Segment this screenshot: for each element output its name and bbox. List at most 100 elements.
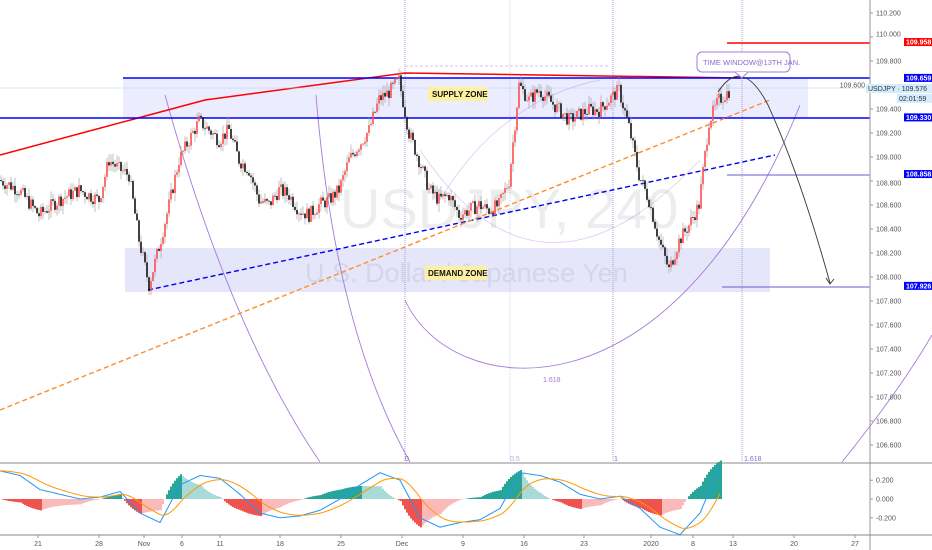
candle [728, 91, 730, 98]
candle [106, 162, 108, 177]
macd-histogram-bar [368, 486, 370, 499]
candle [400, 75, 402, 92]
price-level-tag-label: 107.926 [906, 283, 931, 290]
blue-dashed-trendline[interactable] [147, 154, 776, 291]
candle [22, 188, 24, 191]
macd-histogram-bar [676, 499, 678, 510]
candle [366, 132, 368, 142]
macd-histogram-bar [384, 490, 386, 499]
y-tick-label: 109.000 [876, 155, 901, 162]
price-level-tag[interactable] [904, 113, 932, 122]
candle [294, 206, 296, 210]
macd-histogram-bar [150, 499, 152, 512]
macd-histogram-bar [248, 499, 250, 514]
macd-histogram-bar [182, 476, 184, 499]
macd-panel[interactable]: 0.200 0.000 -0.200 [0, 460, 896, 536]
candle [602, 102, 604, 107]
candle [356, 151, 358, 157]
candle [496, 200, 498, 207]
macd-histogram-bar [446, 499, 448, 508]
candle [198, 115, 200, 122]
candle [582, 109, 584, 120]
macd-histogram-bar [404, 499, 406, 510]
candle [204, 128, 206, 130]
macd-histogram-bar [48, 499, 50, 508]
macd-histogram-bar [314, 495, 316, 499]
candle [102, 186, 104, 198]
macd-histogram-bar [206, 490, 208, 499]
macd-histogram-bar [504, 483, 506, 499]
candle [208, 126, 210, 131]
candle [546, 91, 548, 97]
macd-histogram-bar [194, 483, 196, 499]
candle [218, 145, 220, 148]
macd-histogram-bar [472, 497, 474, 499]
candle [652, 207, 654, 222]
orange-dashed-trendline[interactable] [0, 99, 771, 411]
projection-curve[interactable] [717, 75, 831, 284]
price-level-tag[interactable] [904, 281, 932, 290]
candle [260, 201, 262, 204]
candle [712, 105, 714, 121]
red-trendline[interactable] [0, 72, 741, 156]
macd-histogram-bar [490, 492, 492, 499]
macd-histogram-bar [176, 478, 178, 499]
macd-histogram-bar [170, 486, 172, 499]
macd-histogram-bar [38, 499, 40, 510]
x-tick-label: 23 [580, 541, 588, 548]
candle [296, 209, 298, 215]
fib-time-lines[interactable] [404, 0, 743, 462]
macd-histogram-bar [42, 499, 44, 510]
candle [192, 130, 194, 133]
candle [566, 113, 568, 125]
macd-histogram-bar [598, 499, 600, 506]
candle [66, 196, 68, 198]
macd-histogram-bar [380, 486, 382, 499]
macd-histogram-bar [540, 493, 542, 499]
candle [200, 115, 202, 118]
candle [202, 117, 204, 129]
candle [410, 132, 412, 139]
candle [336, 185, 338, 198]
price-level-tag[interactable] [904, 73, 932, 82]
candle [676, 252, 678, 260]
candle [286, 187, 288, 196]
price-level-tag[interactable] [904, 170, 932, 179]
macd-histogram-bar [46, 499, 48, 509]
x-tick-label: 9 [461, 541, 465, 548]
macd-histogram-bar [70, 499, 72, 505]
candle [14, 185, 16, 195]
macd-histogram-bar [264, 499, 266, 514]
macd-histogram-bar [16, 499, 18, 503]
price-level-tag[interactable] [904, 38, 932, 47]
candle [460, 217, 462, 220]
y-tick-label: 106.600 [876, 443, 901, 450]
macd-histogram-bar [656, 499, 658, 515]
candle [236, 141, 238, 152]
macd-histogram-bar [662, 499, 664, 515]
demand-zone-label-bg [425, 266, 487, 280]
candle [246, 171, 248, 174]
candle [706, 144, 708, 152]
candle [96, 194, 98, 196]
candle [548, 91, 550, 96]
candle [156, 248, 158, 259]
macd-histogram-bar [632, 499, 634, 506]
macd-histogram-bar [166, 494, 168, 499]
candle [480, 201, 482, 210]
macd-histogram-bar [422, 499, 424, 526]
x-tick-label: 6 [180, 541, 184, 548]
fib-level-1618: 1.618 [744, 456, 762, 463]
countdown-label: 02:01:59 [899, 96, 926, 103]
macd-histogram-bar [122, 498, 124, 499]
candle [374, 111, 376, 113]
macd-histogram-bar [200, 485, 202, 499]
candle [720, 93, 722, 103]
candle [604, 106, 606, 110]
arrow-head-icon [825, 277, 835, 285]
candle [206, 126, 208, 129]
macd-histogram-bar [556, 499, 558, 502]
candle [220, 143, 222, 148]
candle [172, 189, 174, 193]
